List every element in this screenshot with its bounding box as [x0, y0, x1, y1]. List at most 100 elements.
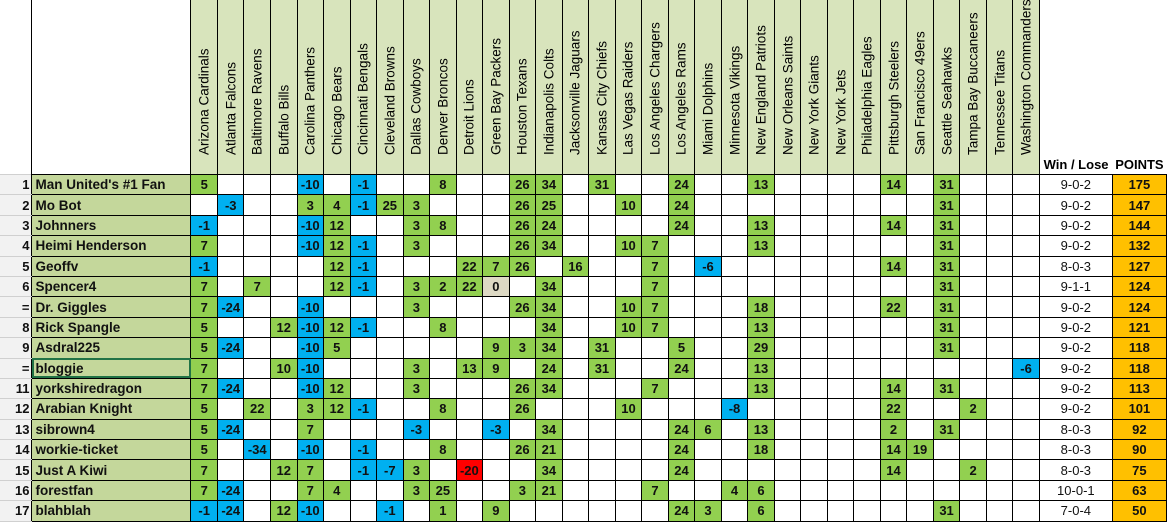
pick-cell-detroit-lions[interactable]: 13 [455, 357, 484, 379]
pick-cell-arizona-cardinals[interactable]: 7 [190, 296, 218, 318]
pick-cell[interactable] [429, 357, 457, 379]
pick-cell[interactable] [720, 235, 749, 257]
pick-cell[interactable] [800, 398, 828, 420]
pick-cell[interactable] [482, 235, 510, 257]
team-header-tennessee-titans[interactable]: Tennessee Titans [985, 0, 1014, 175]
pick-cell-green-bay-packers[interactable]: -3 [482, 418, 510, 441]
pick-cell-kansas-city-chiefs[interactable]: 31 [588, 337, 616, 359]
pick-cell[interactable] [561, 296, 590, 318]
pick-cell[interactable] [376, 214, 404, 237]
pick-cell[interactable] [959, 296, 987, 318]
pick-cell[interactable] [773, 500, 802, 522]
pick-cell-indianapolis-colts[interactable]: 24 [535, 357, 563, 379]
pick-cell[interactable] [985, 337, 1014, 359]
pick-cell[interactable] [694, 398, 722, 420]
pick-cell[interactable] [243, 214, 271, 237]
pick-cell[interactable] [720, 296, 749, 318]
pick-cell-minnesota-vikings[interactable]: 4 [720, 479, 749, 502]
row-rank[interactable]: 6 [0, 275, 33, 298]
pick-cell[interactable] [853, 398, 881, 420]
row-rank[interactable]: = [0, 357, 33, 379]
pick-cell[interactable] [773, 377, 802, 400]
pick-cell[interactable] [455, 296, 484, 318]
pick-cell[interactable] [800, 214, 828, 237]
pick-cell-los-angeles-rams[interactable]: 24 [667, 357, 696, 379]
pick-cell-arizona-cardinals[interactable]: -1 [190, 500, 218, 522]
pick-cell[interactable] [720, 377, 749, 400]
pick-cell[interactable] [216, 235, 245, 257]
team-header-dallas-cowboys[interactable]: Dallas Cowboys [402, 0, 431, 175]
pick-cell[interactable] [270, 296, 298, 318]
pick-cell[interactable] [906, 194, 934, 216]
player-name-cell[interactable]: Geoffv [31, 255, 192, 277]
pick-cell[interactable] [720, 194, 749, 216]
pick-cell[interactable] [773, 235, 802, 257]
pick-cell-denver-broncos[interactable]: 1 [429, 500, 457, 522]
row-rank[interactable]: 14 [0, 439, 33, 461]
pick-cell[interactable] [906, 459, 934, 481]
pick-cell-san-francisco-49ers[interactable]: 19 [906, 439, 934, 461]
pick-cell[interactable] [402, 173, 431, 196]
pick-cell[interactable] [402, 316, 431, 339]
pick-cell-indianapolis-colts[interactable]: 34 [535, 418, 563, 441]
pick-cell-new-england-patriots[interactable]: 6 [747, 479, 775, 502]
pick-cell-seattle-seahawks[interactable]: 31 [932, 214, 961, 237]
pick-cell[interactable] [243, 418, 271, 441]
pick-cell[interactable] [747, 459, 775, 481]
team-header-new-england-patriots[interactable]: New England Patriots [747, 0, 775, 175]
pick-cell[interactable] [694, 316, 722, 339]
pick-cell[interactable] [985, 214, 1014, 237]
pick-cell[interactable] [985, 235, 1014, 257]
pick-cell[interactable] [641, 398, 669, 420]
pick-cell-seattle-seahawks[interactable]: 31 [932, 173, 961, 196]
pick-cell[interactable] [376, 357, 404, 379]
pick-cell[interactable] [614, 255, 643, 277]
pick-cell[interactable] [1012, 296, 1040, 318]
pick-cell-cincinnati-bengals[interactable]: -1 [349, 398, 378, 420]
team-header-detroit-lions[interactable]: Detroit Lions [455, 0, 484, 175]
pick-cell-indianapolis-colts[interactable]: 24 [535, 214, 563, 237]
pick-cell[interactable] [614, 377, 643, 400]
pick-cell-indianapolis-colts[interactable]: 25 [535, 194, 563, 216]
pick-cell[interactable] [588, 316, 616, 339]
pick-cell[interactable] [614, 479, 643, 502]
pick-cell-chicago-bears[interactable]: 12 [323, 377, 351, 400]
pick-cell[interactable] [588, 398, 616, 420]
pick-cell-los-angeles-rams[interactable]: 24 [667, 500, 696, 522]
pick-cell[interactable] [667, 255, 696, 277]
pick-cell[interactable] [402, 337, 431, 359]
pick-cell-cleveland-browns[interactable]: 25 [376, 194, 404, 216]
pick-cell[interactable] [508, 418, 537, 441]
pick-cell[interactable] [667, 479, 696, 502]
pick-cell[interactable] [402, 255, 431, 277]
pick-cell-los-angeles-chargers[interactable]: 7 [641, 316, 669, 339]
pick-cell[interactable] [667, 296, 696, 318]
pick-cell[interactable] [906, 296, 934, 318]
row-rank[interactable]: 5 [0, 255, 33, 277]
pick-cell[interactable] [270, 275, 298, 298]
pick-cell[interactable] [959, 275, 987, 298]
pick-cell[interactable] [323, 296, 351, 318]
pick-cell[interactable] [270, 398, 298, 420]
player-name-cell[interactable]: Just A Kiwi [31, 459, 192, 481]
pick-cell-carolina-panthers[interactable]: 3 [296, 194, 325, 216]
pick-cell[interactable] [826, 500, 855, 522]
pick-cell[interactable] [773, 439, 802, 461]
pick-cell[interactable] [1012, 255, 1040, 277]
pick-cell-atlanta-falcons[interactable]: -24 [216, 418, 245, 441]
pick-cell[interactable] [641, 337, 669, 359]
pick-cell[interactable] [535, 500, 563, 522]
pick-cell[interactable] [270, 439, 298, 461]
pick-cell[interactable] [376, 235, 404, 257]
pick-cell[interactable] [826, 377, 855, 400]
row-rank[interactable]: 16 [0, 479, 33, 502]
pick-cell[interactable] [985, 398, 1014, 420]
pick-cell[interactable] [826, 357, 855, 379]
pick-cell[interactable] [773, 173, 802, 196]
pick-cell[interactable] [959, 418, 987, 441]
pick-cell[interactable] [508, 275, 537, 298]
pick-cell[interactable] [720, 316, 749, 339]
pick-cell-los-angeles-chargers[interactable]: 7 [641, 235, 669, 257]
pick-cell-kansas-city-chiefs[interactable]: 31 [588, 173, 616, 196]
pick-cell[interactable] [985, 275, 1014, 298]
